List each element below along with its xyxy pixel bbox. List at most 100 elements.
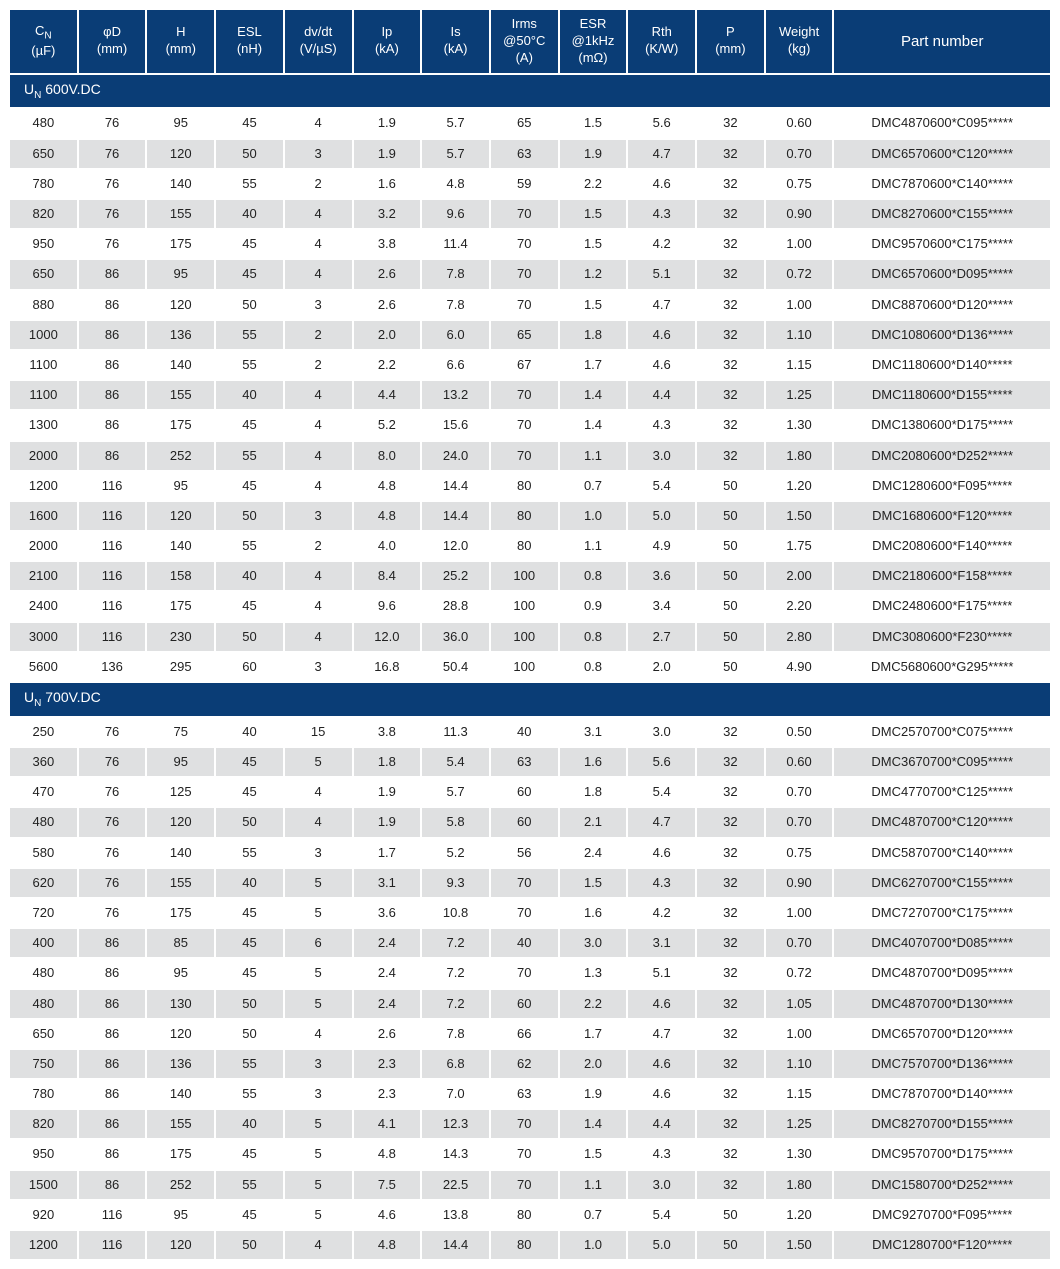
data-cell: 25.2	[422, 562, 489, 590]
data-cell: 880	[10, 291, 77, 319]
data-cell: 80	[491, 1231, 558, 1259]
data-cell: 32	[697, 1020, 764, 1048]
data-cell: 3.0	[628, 442, 695, 470]
data-cell: 4	[285, 778, 352, 806]
data-cell: 12.0	[354, 623, 421, 651]
data-cell: 1.30	[766, 1140, 833, 1168]
part-number-cell: DMC2080600*F140*****	[834, 532, 1050, 560]
part-number-cell: DMC3670700*C095*****	[834, 748, 1050, 776]
data-cell: 32	[697, 748, 764, 776]
data-cell: 7.5	[354, 1171, 421, 1199]
data-cell: 116	[79, 502, 146, 530]
data-cell: 70	[491, 381, 558, 409]
data-cell: 2000	[10, 532, 77, 560]
data-cell: 3	[285, 839, 352, 867]
data-cell: 32	[697, 959, 764, 987]
data-cell: 95	[147, 1201, 214, 1229]
data-cell: 1.50	[766, 1231, 833, 1259]
data-cell: 95	[147, 959, 214, 987]
data-cell: 1.30	[766, 411, 833, 439]
data-cell: 45	[216, 778, 283, 806]
data-cell: 100	[491, 592, 558, 620]
data-cell: 70	[491, 291, 558, 319]
data-cell: 5.7	[422, 140, 489, 168]
data-cell: 0.9	[560, 592, 627, 620]
data-cell: 1.1	[560, 442, 627, 470]
data-cell: 70	[491, 260, 558, 288]
data-cell: 4.7	[628, 808, 695, 836]
data-cell: 95	[147, 260, 214, 288]
data-cell: 14.4	[422, 472, 489, 500]
col-header: Rth(K/W)	[628, 10, 695, 73]
data-cell: 0.8	[560, 623, 627, 651]
data-cell: 4	[285, 411, 352, 439]
data-cell: 4.6	[628, 321, 695, 349]
table-row: 12001161205044.814.4801.05.0501.50DMC128…	[10, 1231, 1050, 1259]
data-cell: 32	[697, 140, 764, 168]
data-cell: 1.8	[560, 321, 627, 349]
table-row: 480761205041.95.8602.14.7320.70DMC487070…	[10, 808, 1050, 836]
data-cell: 1.7	[560, 1020, 627, 1048]
data-cell: 5.6	[628, 109, 695, 137]
data-cell: 5	[285, 1140, 352, 1168]
data-cell: 1.9	[560, 140, 627, 168]
data-cell: 36.0	[422, 623, 489, 651]
data-cell: 4.8	[422, 170, 489, 198]
data-cell: 7.8	[422, 260, 489, 288]
col-header: Is(kA)	[422, 10, 489, 73]
section-header: UN 700V.DC	[10, 683, 1050, 716]
data-cell: 4	[285, 230, 352, 258]
data-cell: 0.60	[766, 748, 833, 776]
data-cell: 76	[79, 718, 146, 746]
data-cell: 7.2	[422, 959, 489, 987]
data-cell: 45	[216, 411, 283, 439]
table-row: 1500862525557.522.5701.13.0321.80DMC1580…	[10, 1171, 1050, 1199]
table-row: 1200116954544.814.4800.75.4501.20DMC1280…	[10, 472, 1050, 500]
data-cell: 70	[491, 959, 558, 987]
data-cell: 1.4	[560, 381, 627, 409]
data-cell: 580	[10, 839, 77, 867]
data-cell: 2.7	[628, 623, 695, 651]
part-number-cell: DMC1580700*D252*****	[834, 1171, 1050, 1199]
table-row: 1100861405522.26.6671.74.6321.15DMC11806…	[10, 351, 1050, 379]
data-cell: 86	[79, 321, 146, 349]
col-header: φD(mm)	[79, 10, 146, 73]
data-cell: 55	[216, 442, 283, 470]
data-cell: 2.4	[354, 959, 421, 987]
data-cell: 0.70	[766, 140, 833, 168]
data-cell: 1.7	[354, 839, 421, 867]
data-cell: 4.6	[628, 170, 695, 198]
data-cell: 55	[216, 170, 283, 198]
data-cell: 59	[491, 170, 558, 198]
data-cell: 86	[79, 959, 146, 987]
data-cell: 65	[491, 321, 558, 349]
table-row: 48076954541.95.7651.55.6320.60DMC4870600…	[10, 109, 1050, 137]
data-cell: 50	[697, 653, 764, 681]
data-cell: 50	[697, 562, 764, 590]
data-cell: 75	[147, 718, 214, 746]
data-cell: 5.8	[422, 808, 489, 836]
data-cell: 4.3	[628, 411, 695, 439]
data-cell: 116	[79, 1231, 146, 1259]
data-cell: 5.2	[354, 411, 421, 439]
data-cell: 16.8	[354, 653, 421, 681]
col-header: H(mm)	[147, 10, 214, 73]
data-cell: 55	[216, 1080, 283, 1108]
data-cell: 1000	[10, 321, 77, 349]
data-cell: 32	[697, 899, 764, 927]
data-cell: 1.25	[766, 1110, 833, 1138]
data-cell: 40	[216, 1110, 283, 1138]
data-cell: 67	[491, 351, 558, 379]
data-cell: 4	[285, 623, 352, 651]
part-number-cell: DMC7870700*D140*****	[834, 1080, 1050, 1108]
data-cell: 32	[697, 230, 764, 258]
data-cell: 4.7	[628, 140, 695, 168]
col-header: Weight(kg)	[766, 10, 833, 73]
table-row: 1100861554044.413.2701.44.4321.25DMC1180…	[10, 381, 1050, 409]
data-cell: 4.8	[354, 502, 421, 530]
data-cell: 1.20	[766, 472, 833, 500]
data-cell: 1.5	[560, 109, 627, 137]
data-cell: 45	[216, 959, 283, 987]
data-cell: 4.6	[628, 351, 695, 379]
data-cell: 136	[79, 653, 146, 681]
